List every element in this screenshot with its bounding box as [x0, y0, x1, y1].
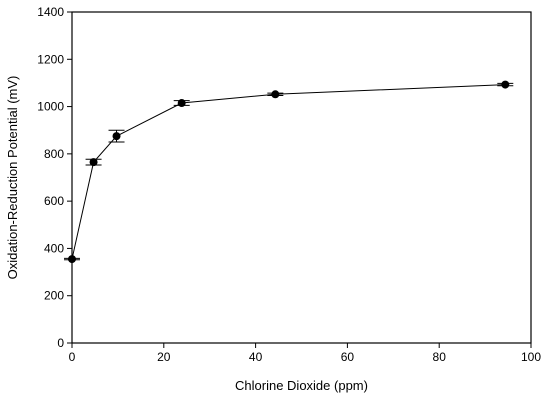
y-tick-label: 200 — [44, 289, 64, 303]
y-axis-title: Oxidation-Reduction Potential (mV) — [5, 76, 20, 280]
y-tick-label: 800 — [44, 147, 64, 161]
data-point — [271, 90, 280, 99]
y-tick-label: 1200 — [37, 52, 64, 66]
x-tick-label: 0 — [69, 350, 76, 364]
data-point — [112, 132, 121, 141]
x-axis: 0 20 40 60 80 100 — [69, 343, 541, 364]
data-point — [501, 80, 510, 89]
x-tick-label: 40 — [249, 350, 263, 364]
plot-frame — [71, 11, 532, 344]
x-tick-label: 80 — [433, 350, 447, 364]
x-axis-title: Chlorine Dioxide (ppm) — [235, 378, 368, 393]
data-series — [64, 80, 514, 264]
x-tick-label: 60 — [341, 350, 355, 364]
data-point — [177, 99, 186, 108]
data-point — [68, 255, 76, 264]
y-tick-label: 1000 — [37, 100, 64, 114]
x-tick-label: 100 — [521, 350, 541, 364]
y-tick-label: 0 — [57, 336, 64, 350]
y-tick-label: 400 — [44, 241, 64, 255]
y-axis: 0 200 400 600 800 1000 1200 1400 — [37, 5, 72, 350]
y-tick-label: 1400 — [37, 5, 64, 19]
x-tick-label: 20 — [157, 350, 171, 364]
y-tick-label: 600 — [44, 194, 64, 208]
series-line — [71, 84, 506, 260]
data-point — [89, 158, 98, 167]
